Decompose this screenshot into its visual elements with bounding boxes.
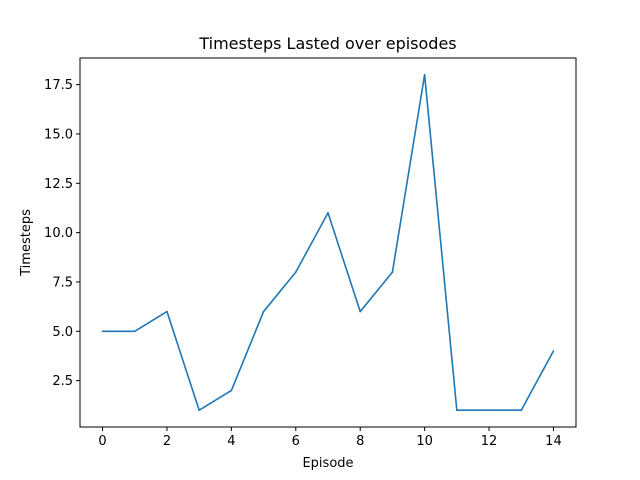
data-point: [552, 350, 555, 352]
data-point: [166, 310, 168, 313]
x-tick-label: 6: [292, 434, 300, 449]
data-point: [488, 409, 490, 412]
x-tick-label: 4: [227, 434, 235, 449]
x-tick-label: 8: [356, 434, 364, 449]
y-tick-label: 10.0: [44, 226, 73, 241]
x-tick-label: 12: [481, 434, 498, 449]
data-point: [520, 409, 523, 412]
y-tick-label: 2.5: [52, 374, 73, 389]
data-point: [391, 271, 394, 273]
y-tick-label: 7.5: [52, 275, 73, 290]
data-point: [230, 389, 233, 392]
x-tick-label: 0: [98, 434, 106, 449]
y-tick-label: 15.0: [44, 127, 73, 142]
x-tick-label: 2: [163, 434, 171, 449]
x-tick-label: 10: [416, 434, 433, 449]
chart-title: Timesteps Lasted over episodes: [198, 34, 456, 53]
x-tick-label: 14: [545, 434, 562, 449]
data-point: [327, 212, 329, 214]
y-tick-label: 5.0: [52, 325, 73, 340]
data-point: [262, 310, 265, 313]
data-point: [359, 310, 362, 313]
plot-area: 0 2 4 6 8 10 12 14 2.5 5.0 7.5 10.0 12.5 15.0 17.5: [44, 73, 562, 449]
data-point: [133, 330, 136, 333]
y-axis-label: Timesteps: [19, 209, 34, 277]
y-tick-label: 12.5: [44, 177, 73, 192]
data-point: [198, 409, 200, 412]
x-axis-label: Episode: [302, 456, 353, 471]
data-point: [423, 73, 426, 76]
y-tick-label: 17.5: [44, 78, 73, 93]
data-point: [101, 330, 104, 333]
data-point: [294, 271, 297, 273]
plot-frame: [79, 57, 577, 428]
data-point: [456, 409, 458, 412]
